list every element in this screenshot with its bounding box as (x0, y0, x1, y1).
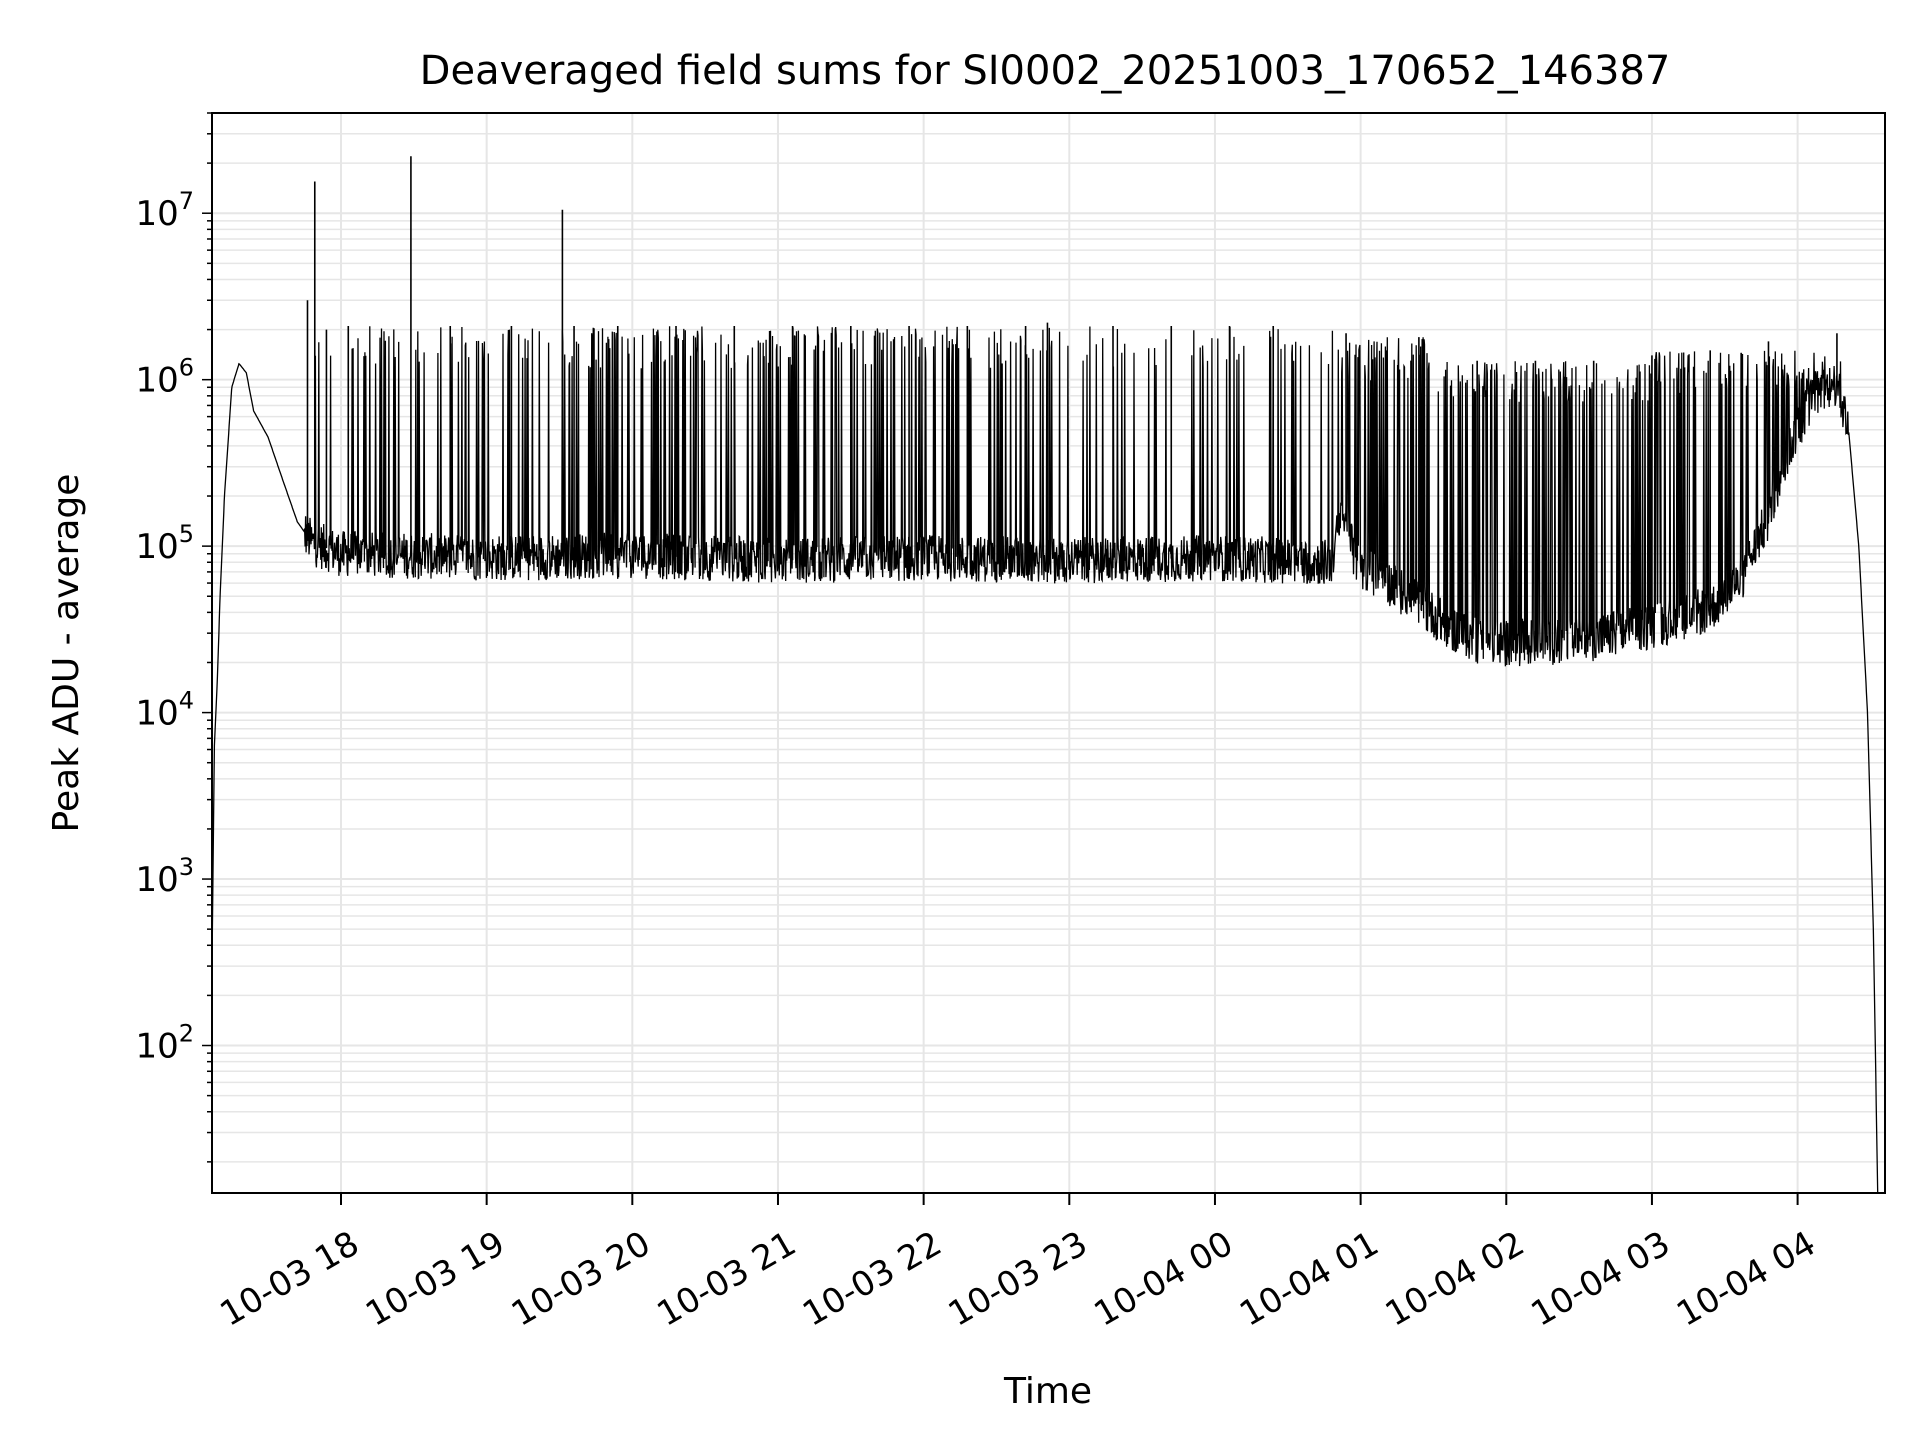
x-axis-label: Time (1003, 1371, 1092, 1412)
y-tick-label: 106 (135, 354, 194, 401)
y-axis-label: Peak ADU - average (46, 474, 87, 833)
y-tick-label: 104 (135, 687, 194, 734)
data-series (212, 156, 1879, 1193)
grid (212, 112, 1885, 1193)
y-tick-label: 103 (135, 853, 194, 900)
series-line (212, 326, 1879, 1193)
y-tick-label: 105 (135, 520, 194, 567)
y-tick-label: 107 (135, 187, 194, 234)
y-tick-label: 102 (135, 1020, 194, 1067)
chart-title: Deaveraged field sums for SI0002_2025100… (420, 48, 1671, 94)
plot-frame (211, 112, 1886, 1194)
